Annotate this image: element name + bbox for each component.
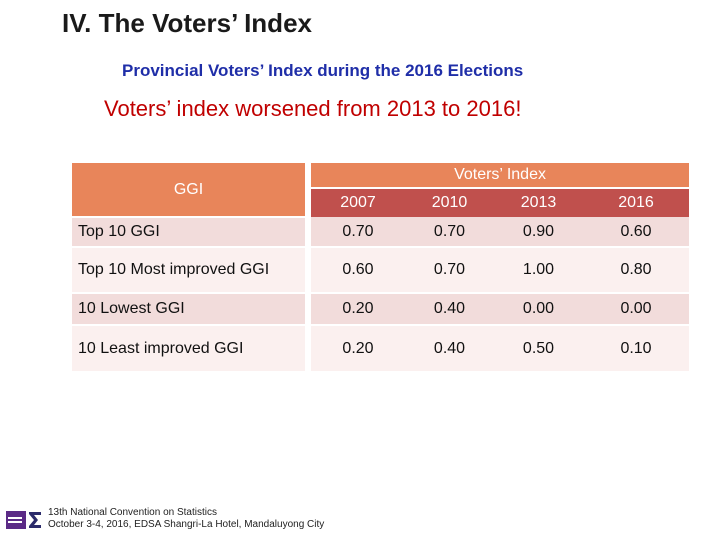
year-header: 2016 [583,188,690,217]
footer: 13th National Convention on Statistics O… [48,507,324,531]
headline: Voters’ index worsened from 2013 to 2016… [104,96,522,121]
table-cell: 0.70 [405,246,494,293]
table-cell: 1.00 [494,246,583,293]
table-cell: 0.60 [583,217,690,247]
slide-title: IV. The Voters’ Index [62,8,312,38]
table-cell: 0.40 [405,324,494,371]
table-cell: 0.20 [311,292,405,325]
table-row: 10 Least improved GGI 0.20 0.40 0.50 0.1… [72,324,690,371]
table-cell: 0.40 [405,292,494,325]
table-cell: 0.20 [311,324,405,371]
table-subtitle: Provincial Voters’ Index during the 2016… [122,61,524,80]
row-label: 10 Lowest GGI [72,292,305,325]
table-header-row: GGI Voters’ Index [72,163,690,218]
table-cell: 0.70 [405,217,494,247]
year-header-row: 2007 2010 2013 2016 [72,188,690,217]
table-cell: 0.50 [494,324,583,371]
year-header: 2007 [311,188,405,217]
table-cell: 0.10 [583,324,690,371]
table-cell: 0.80 [583,246,690,293]
convention-logo-icon [6,511,41,529]
table-cell: 0.70 [311,217,405,247]
row-label: Top 10 GGI [72,217,305,247]
footer-convention: 13th National Convention on Statistics [48,507,217,518]
table-cell: 0.00 [494,292,583,325]
voters-index-table: GGI Voters’ Index 2007 2010 2013 2016 To… [72,163,690,371]
row-label: Top 10 Most improved GGI [72,246,305,293]
table-row: Top 10 GGI 0.70 0.70 0.90 0.60 [72,217,690,247]
voters-index-header: Voters’ Index [311,163,690,189]
table-row: Top 10 Most improved GGI 0.60 0.70 1.00 … [72,246,690,293]
ggi-column-header: GGI [72,163,305,218]
year-header: 2010 [405,188,494,217]
table-cell: 0.60 [311,246,405,293]
row-label: 10 Least improved GGI [72,324,305,371]
footer-venue: October 3-4, 2016, EDSA Shangri-La Hotel… [48,519,325,530]
year-header: 2013 [494,188,583,217]
table-cell: 0.90 [494,217,583,247]
table-row: 10 Lowest GGI 0.20 0.40 0.00 0.00 [72,292,690,325]
table-cell: 0.00 [583,292,690,325]
